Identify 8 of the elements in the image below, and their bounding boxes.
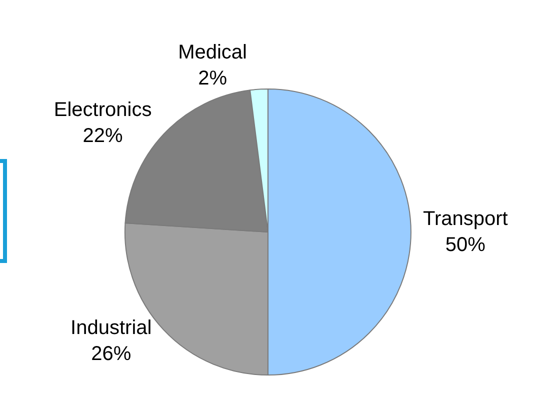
slice-label: Transport [423, 208, 508, 230]
data-label: 50% [445, 234, 486, 256]
slice-label: Electronics [54, 98, 152, 121]
data-label: 2% [198, 67, 228, 90]
data-label: 26% [91, 343, 132, 366]
slice-label: Medical [178, 41, 247, 64]
data-label: 22% [82, 124, 124, 147]
slice-label: Industrial [70, 317, 152, 340]
